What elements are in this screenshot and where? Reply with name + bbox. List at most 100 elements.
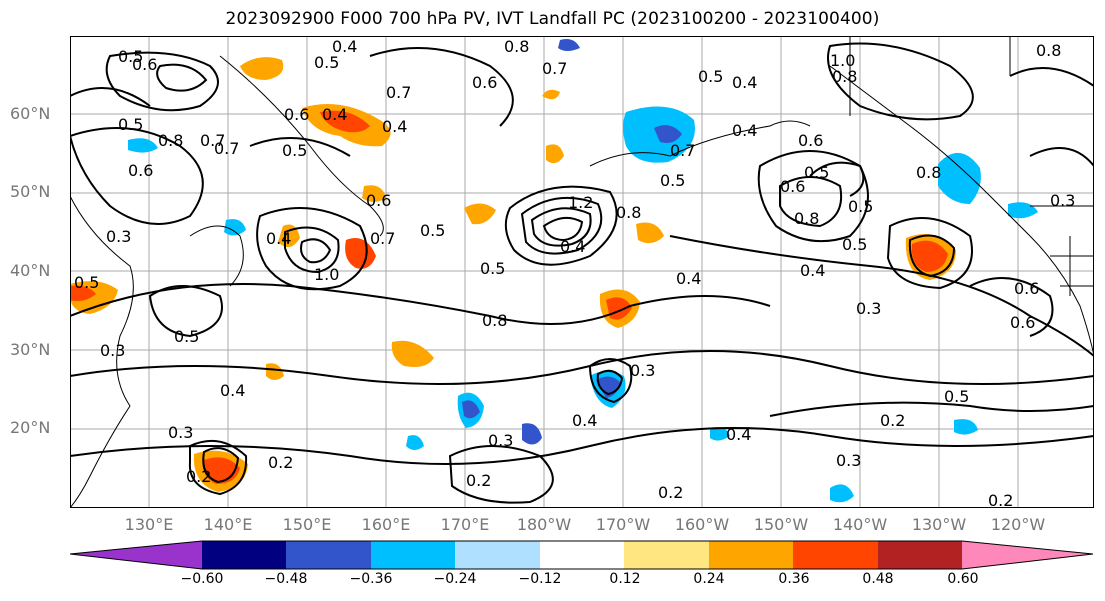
lon-label-130e: 130°E [124,515,174,534]
colorbar-tick: −0.24 [433,571,477,587]
contour-label: 0.4 [726,425,751,444]
colorbar-tick: −0.60 [180,571,224,587]
contour-label: 0.3 [630,361,655,380]
contour-label: 0.4 [382,117,407,136]
colorbar-tick: 0.36 [778,571,810,587]
contour-label: 0.8 [504,37,529,56]
contour-label: 1.0 [314,265,339,284]
contour-label: 0.2 [988,491,1013,508]
contour-label: 0.3 [100,341,125,360]
colorbar-segment [371,541,455,569]
colorbar-segment [962,541,1093,569]
contour-label: 0.2 [880,411,905,430]
contour-label: 0.7 [542,59,567,78]
colorbar-segments [70,541,1093,569]
contour-label: 0.5 [74,273,99,292]
contour-label: 0.6 [798,131,823,150]
contour-label: 0.4 [220,381,245,400]
contour-label: 0.6 [366,191,391,210]
contour-label: 0.4 [572,411,597,430]
contour-label: 0.8 [916,163,941,182]
contour-label: 0.3 [1050,191,1075,210]
contour-label: 0.8 [1036,41,1061,60]
contour-label: 0.7 [214,139,239,158]
colorbar-svg [69,540,1094,570]
colorbar-tick: 0.12 [609,571,641,587]
contour-label: 0.4 [732,121,757,140]
contour-label: 0.8 [794,209,819,228]
colorbar-segment [540,541,624,569]
lon-label-150e: 150°E [282,515,332,534]
contour-label: 0.8 [832,67,857,86]
pv-contours [70,42,1094,504]
contour-label: 0.3 [168,423,193,442]
contour-label: 0.6 [128,161,153,180]
colorbar-tick: 0.48 [862,571,894,587]
colorbar-segment [455,541,540,569]
contour-label: 0.2 [466,471,491,490]
lon-label-160e: 160°E [361,515,411,534]
contour-label: 0.5 [848,197,873,216]
contour-label: 0.5 [698,67,723,86]
coastlines [70,36,1094,508]
lat-label-40n: 40°N [10,261,51,280]
contour-label: 0.8 [158,131,183,150]
contour-label: 0.5 [118,47,143,66]
map-frame [70,36,1094,508]
contour-label: 0.3 [836,451,861,470]
contour-label: 0.4 [560,237,585,256]
colorbar-segment [70,541,202,569]
contour-label: 0.6 [1014,279,1039,298]
colorbar-tick: 0.24 [693,571,725,587]
contour-label: 0.7 [200,131,225,150]
colorbar-tick: 0.60 [947,571,979,587]
contour-label: 0.2 [268,453,293,472]
colorbar-segment [793,541,878,569]
contour-label: 0.7 [370,229,395,248]
pv-shading [70,39,1038,503]
contour-label: 1.2 [568,193,593,212]
map-canvas: 0.5 0.6 0.4 0.5 0.8 0.7 0.5 0.4 1.0 0.8 … [70,36,1094,508]
contour-label: 0.5 [118,115,143,134]
lat-label-50n: 50°N [10,182,51,201]
contour-label: 0.6 [284,105,309,124]
contour-label: 0.7 [386,83,411,102]
colorbar-outline [69,540,1094,570]
lon-label-150w: 150°W [753,515,809,534]
lat-label-20n: 20°N [10,418,51,437]
lon-label-140e: 140°E [203,515,253,534]
contour-label: 1.0 [830,51,855,70]
contour-label: 0.4 [332,37,357,56]
contour-label: 0.6 [1010,313,1035,332]
contour-label: 0.4 [800,261,825,280]
colorbar-tick: −0.36 [349,571,393,587]
lat-label-30n: 30°N [10,340,51,359]
lon-label-140w: 140°W [832,515,888,534]
colorbar-segment [878,541,962,569]
contour-label: 0.5 [314,53,339,72]
contour-label: 0.7 [670,141,695,160]
colorbar-segment [709,541,793,569]
lon-label-130w: 130°W [911,515,967,534]
colorbar-segment [624,541,709,569]
contour-label: 0.5 [174,327,199,346]
contour-label: 0.5 [660,171,685,190]
map-panel: 0.5 0.6 0.4 0.5 0.8 0.7 0.5 0.4 1.0 0.8 … [70,36,1094,508]
contour-label-group: 0.5 0.6 0.4 0.5 0.8 0.7 0.5 0.4 1.0 0.8 … [74,37,1075,508]
map-title: 2023092900 F000 700 hPa PV, IVT Landfall… [225,9,880,29]
colorbar-segment [202,541,286,569]
contour-label: 0.3 [106,227,131,246]
contour-label: 0.2 [186,467,211,486]
lon-label-170e: 170°E [440,515,490,534]
contour-label: 0.4 [732,73,757,92]
lon-label-160w: 160°W [674,515,730,534]
contour-label: 0.3 [856,299,881,318]
colorbar-tick: −0.12 [518,571,562,587]
contour-label: 0.5 [944,387,969,406]
contour-label: 0.5 [804,163,829,182]
contour-label: 0.6 [780,177,805,196]
contour-label: 0.4 [322,105,347,124]
contour-label: 0.6 [472,73,497,92]
contour-label: 0.2 [658,483,683,502]
lon-label-120w: 120°W [990,515,1046,534]
